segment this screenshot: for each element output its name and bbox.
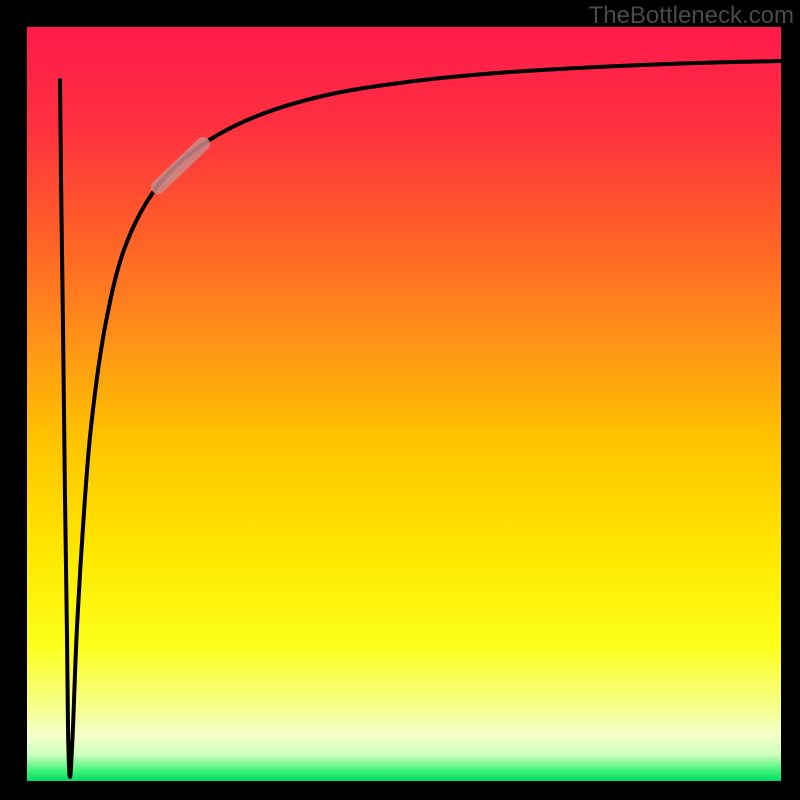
chart-svg xyxy=(0,0,800,800)
plot-background xyxy=(27,27,781,781)
attribution-text: TheBottleneck.com xyxy=(589,2,794,30)
chart-canvas: TheBottleneck.com xyxy=(0,0,800,800)
